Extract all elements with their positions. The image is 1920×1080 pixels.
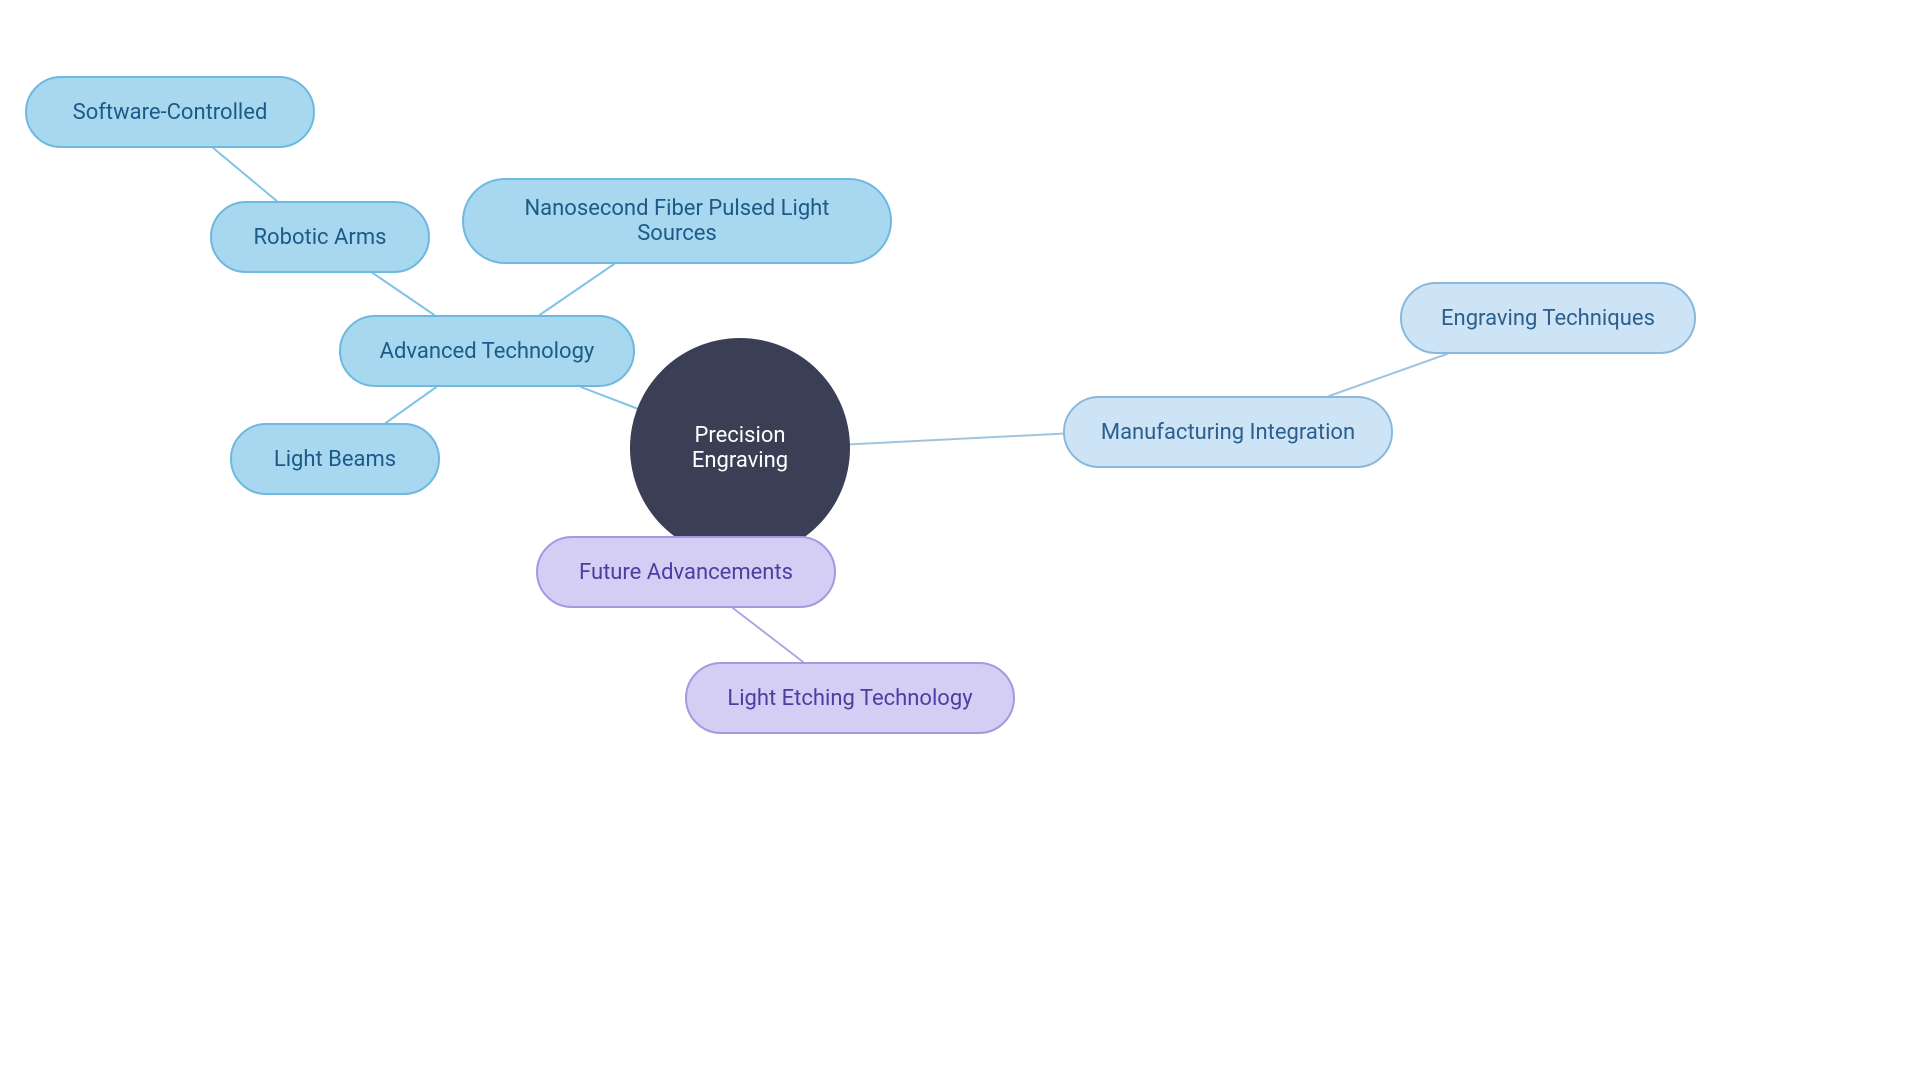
node-robotic-arms-label: Robotic Arms <box>254 225 387 250</box>
node-nanosecond-fiber-pulsed-light-sources: Nanosecond Fiber Pulsed Light Sources <box>462 178 892 264</box>
node-nanosecond-label: Nanosecond Fiber Pulsed Light Sources <box>524 196 829 246</box>
node-light-beams: Light Beams <box>230 423 440 495</box>
node-advanced-technology-label: Advanced Technology <box>380 339 595 364</box>
node-software-controlled-label: Software-Controlled <box>73 100 268 125</box>
node-manufacturing-integration: Manufacturing Integration <box>1063 396 1393 468</box>
node-light-etching-label: Light Etching Technology <box>727 686 972 711</box>
node-engraving-techniques: Engraving Techniques <box>1400 282 1696 354</box>
node-center-label: Precision Engraving <box>658 423 822 473</box>
edges-layer <box>0 0 1920 1080</box>
node-future-advancements: Future Advancements <box>536 536 836 608</box>
node-future-advancements-label: Future Advancements <box>579 560 793 585</box>
node-robotic-arms: Robotic Arms <box>210 201 430 273</box>
node-engraving-techniques-label: Engraving Techniques <box>1441 306 1655 331</box>
node-advanced-technology: Advanced Technology <box>339 315 635 387</box>
mindmap-canvas: Precision Engraving Advanced Technology … <box>0 0 1920 1080</box>
node-light-beams-label: Light Beams <box>274 447 396 472</box>
node-center: Precision Engraving <box>630 338 850 558</box>
node-light-etching-technology: Light Etching Technology <box>685 662 1015 734</box>
node-software-controlled: Software-Controlled <box>25 76 315 148</box>
node-manufacturing-label: Manufacturing Integration <box>1101 420 1355 445</box>
